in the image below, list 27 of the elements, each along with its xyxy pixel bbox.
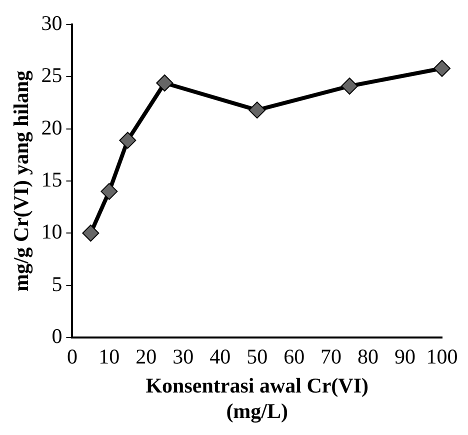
y-tick-label: 25 xyxy=(41,63,62,88)
y-tick-label: 10 xyxy=(41,220,62,244)
x-tick-label: 90 xyxy=(394,344,416,369)
x-tick-label: 80 xyxy=(358,344,379,369)
x-tick-label: 70 xyxy=(320,344,342,369)
point xyxy=(100,182,118,200)
x-tick-label: 0 xyxy=(66,344,78,369)
point xyxy=(341,78,358,95)
x-tick-label: 60 xyxy=(284,344,305,369)
x-tick-label: 10 xyxy=(98,344,120,369)
y-tick-label: 0 xyxy=(52,324,62,348)
y-tick-label: 5 xyxy=(52,272,62,296)
point xyxy=(248,102,266,119)
point xyxy=(82,224,100,242)
x-tick-label: 100 xyxy=(426,344,458,369)
y-axis-title: mg/g Cr(VI) yang hilang xyxy=(9,70,34,292)
point xyxy=(156,74,174,92)
x-tick-label: 40 xyxy=(210,344,231,369)
y-tick-label: 30 xyxy=(41,11,62,36)
y-tick-label: 20 xyxy=(41,115,62,140)
point xyxy=(119,132,136,149)
x-tick-label: 30 xyxy=(172,344,194,369)
x-axis-title: Konsentrasi awal Cr(VI) (mg/L) xyxy=(146,374,369,423)
x-tick-label: 50 xyxy=(246,344,268,369)
point xyxy=(434,60,450,77)
y-tick-label: 15 xyxy=(41,168,62,192)
x-tick-label: 20 xyxy=(136,344,157,369)
